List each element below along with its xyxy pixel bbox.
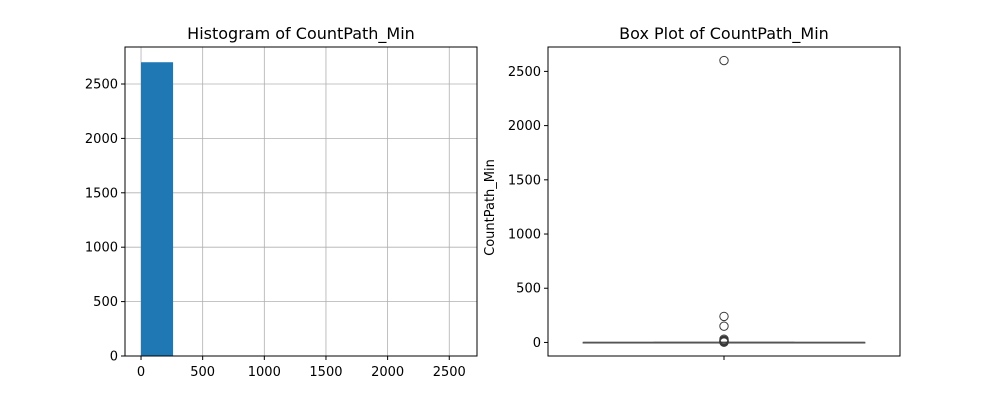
boxplot-marks — [582, 55, 866, 347]
boxplot-y-axis-label: CountPath_Min — [483, 159, 498, 256]
histogram-y-tick-label: 2500 — [85, 77, 118, 92]
histogram-x-tick-label: 1500 — [309, 365, 342, 380]
boxplot-outlier — [719, 55, 729, 66]
histogram-x-tick-label: 500 — [190, 365, 215, 380]
histogram-y-tick-label: 500 — [93, 295, 118, 310]
boxplot-y-tick-label: 2500 — [508, 65, 541, 80]
histogram-bar — [141, 62, 174, 357]
boxplot-y-tick-label: 500 — [516, 282, 541, 297]
boxplot-y-ticks: 0 500 1000 1500 2000 2500 — [508, 65, 548, 351]
boxplot-title: Box Plot of CountPath_Min — [619, 24, 829, 44]
histogram-y-tick-label: 2000 — [85, 132, 118, 147]
histogram-x-tick-label: 2500 — [433, 365, 466, 380]
histogram-x-tick-label: 2000 — [371, 365, 404, 380]
histogram-x-ticks: 0 500 1000 1500 2000 2500 — [137, 356, 466, 380]
histogram-y-tick-label: 1000 — [85, 241, 118, 256]
boxplot-y-tick-label: 1500 — [508, 173, 541, 188]
histogram-panel: 0 500 1000 1500 2000 2500 0 500 1000 1500 2000 250… — [85, 24, 478, 380]
histogram-x-tick-label: 1000 — [248, 365, 281, 380]
boxplot-y-tick-label: 1000 — [508, 228, 541, 243]
histogram-y-ticks: 0 500 1000 1500 2000 2500 — [85, 77, 125, 365]
boxplot-panel: 0 500 1000 1500 2000 2500 Box Plot of CountPa… — [483, 24, 901, 360]
histogram-y-tick-label: 1500 — [85, 186, 118, 201]
histogram-title: Histogram of CountPath_Min — [187, 24, 415, 44]
histogram-y-tick-label: 0 — [110, 350, 118, 365]
histogram-x-tick-label: 0 — [137, 365, 145, 380]
boxplot-y-tick-label: 2000 — [508, 119, 541, 134]
boxplot-plot-area — [548, 47, 900, 356]
boxplot-y-tick-label: 0 — [533, 336, 541, 351]
histogram-frame — [124, 46, 478, 357]
boxplot-outlier — [719, 311, 729, 322]
histogram-bars — [141, 62, 462, 357]
boxplot-outlier — [719, 321, 729, 331]
histogram-plot-area — [125, 47, 477, 356]
boxplot-outlier — [719, 337, 729, 347]
